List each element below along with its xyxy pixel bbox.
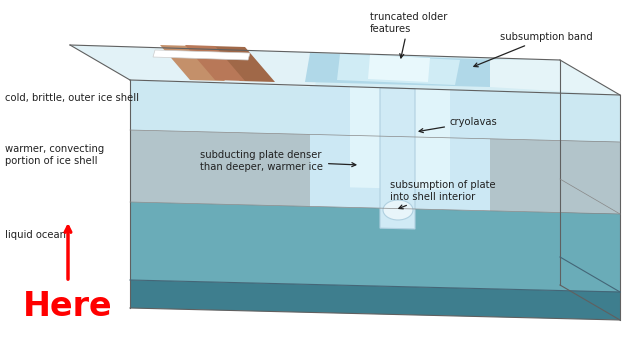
Polygon shape: [368, 55, 430, 82]
Polygon shape: [130, 130, 620, 214]
Polygon shape: [560, 107, 620, 214]
Polygon shape: [160, 45, 225, 81]
Text: cryolavas: cryolavas: [419, 117, 498, 133]
Polygon shape: [70, 45, 620, 95]
Polygon shape: [130, 80, 620, 142]
Polygon shape: [337, 54, 460, 85]
Polygon shape: [560, 257, 620, 320]
Text: subsumption of plate
into shell interior: subsumption of plate into shell interior: [390, 180, 495, 209]
Polygon shape: [153, 50, 250, 60]
Text: truncated older
features: truncated older features: [370, 12, 447, 58]
Polygon shape: [380, 88, 415, 229]
Text: Here: Here: [23, 290, 113, 323]
Text: warmer, convecting
portion of ice shell: warmer, convecting portion of ice shell: [5, 144, 104, 166]
Polygon shape: [130, 280, 620, 320]
Text: subsumption band: subsumption band: [474, 32, 593, 67]
Polygon shape: [560, 179, 620, 292]
Polygon shape: [305, 53, 500, 87]
Text: cold, brittle, outer ice shell: cold, brittle, outer ice shell: [5, 93, 139, 103]
Polygon shape: [185, 45, 245, 81]
Polygon shape: [490, 60, 620, 95]
Polygon shape: [350, 87, 450, 190]
Polygon shape: [560, 60, 620, 142]
Text: subducting plate denser
than deeper, warmer ice: subducting plate denser than deeper, war…: [200, 150, 356, 172]
Polygon shape: [70, 45, 320, 87]
Polygon shape: [210, 46, 275, 82]
Ellipse shape: [383, 200, 413, 220]
Text: liquid ocean: liquid ocean: [5, 230, 66, 240]
Polygon shape: [310, 85, 490, 211]
Polygon shape: [130, 202, 620, 292]
